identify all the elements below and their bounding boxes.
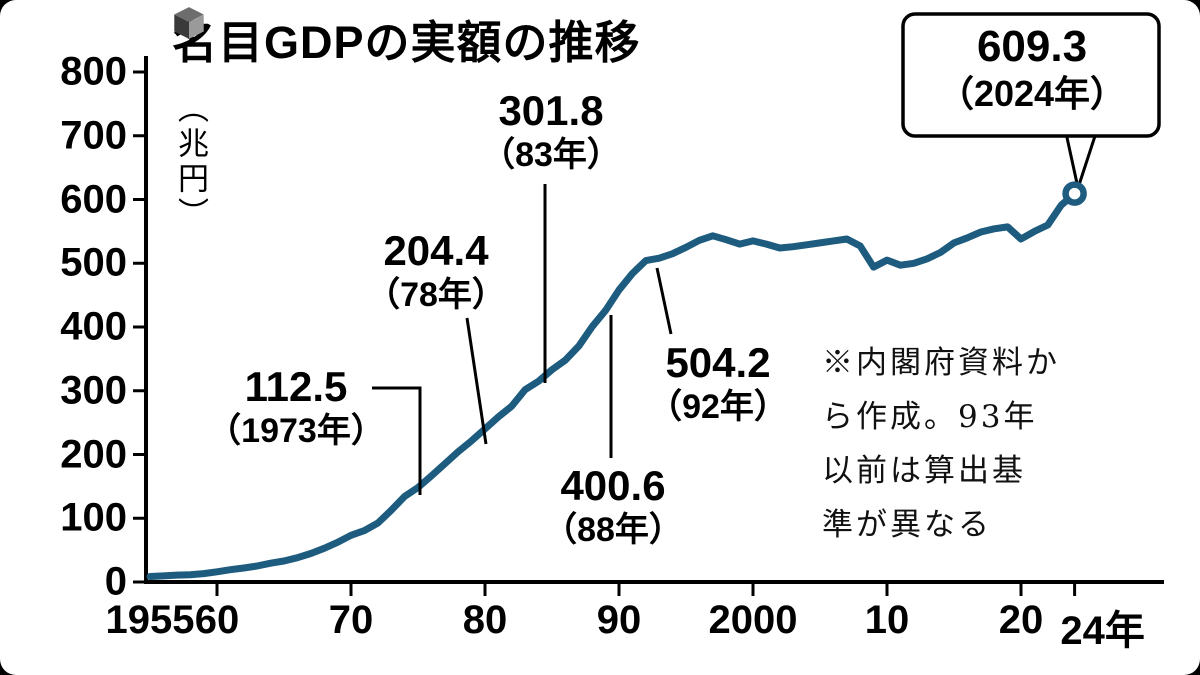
x-tick-label: 10 (864, 598, 910, 642)
cube-icon (174, 7, 204, 39)
y-axis-unit-label: （兆円） (173, 92, 208, 232)
annotation-year: （1973年） (207, 412, 385, 451)
note-line: ら作成。93年 (822, 399, 1038, 435)
callout-2024: 609.3 （2024年） (938, 22, 1126, 114)
annotation-1973: 112.5 （1973年） (207, 363, 385, 451)
annotation-value: 301.8 (498, 87, 604, 134)
annotation-1978: 204.4 （78年） (366, 227, 506, 315)
axis-tick-marks (133, 70, 1077, 596)
source-note: ※内閣府資料か ら作成。93年 以前は算出基 準が異なる (822, 336, 1060, 552)
y-tick-label: 100 (60, 495, 127, 540)
callout-year: （2024年） (937, 72, 1127, 114)
x-tick-label: 60 (194, 598, 240, 642)
leader-line-1978 (465, 317, 488, 445)
y-tick-label: 600 (60, 177, 127, 221)
note-line: ※内閣府資料か (822, 345, 1060, 381)
x-tick-label: 90 (596, 598, 642, 642)
annotation-value: 504.2 (665, 339, 771, 386)
leader-line-1992 (655, 267, 673, 335)
latest-point-marker (1062, 181, 1087, 206)
y-tick-label: 700 (60, 113, 127, 158)
annotation-value: 204.4 (383, 227, 489, 274)
x-tick-label: 70 (328, 598, 374, 642)
y-tick-label: 800 (60, 49, 127, 94)
annotation-value: 112.5 (244, 363, 348, 410)
y-tick-label: 400 (60, 304, 127, 349)
chart-title-row: 名目GDPの実額の推移 (172, 6, 641, 71)
annotation-year: （92年） (648, 388, 788, 427)
x-tick-label: 20 (998, 598, 1044, 642)
y-tick-label: 500 (60, 240, 127, 285)
annotation-1992: 504.2 （92年） (648, 339, 788, 427)
leader-line-1973 (372, 386, 422, 495)
annotation-year: （78年） (366, 276, 506, 315)
callout-value: 609.3 (976, 22, 1088, 71)
annotation-value: 400.6 (560, 462, 666, 509)
y-tick-label: 0 (104, 559, 127, 604)
page-title: 名目GDPの実額の推移 (172, 17, 641, 68)
annotation-1983: 301.8 （83年） (481, 87, 621, 175)
x-tick-label: 2000 (708, 598, 798, 642)
callout-tail (1064, 131, 1099, 194)
x-tick-label: 80 (462, 598, 508, 642)
callout-box (901, 12, 1161, 138)
annotation-1988: 400.6 （88年） (543, 462, 683, 550)
annotation-year: （83年） (481, 136, 621, 175)
x-tick-label: 24年 (1060, 609, 1145, 653)
x-tick-label: 1955 (105, 598, 195, 642)
gdp-line-series (146, 190, 1079, 580)
note-line: 準が異なる (822, 507, 992, 543)
annotation-year: （88年） (543, 511, 683, 550)
y-tick-label: 200 (60, 432, 127, 476)
note-line: 以前は算出基 (822, 453, 1026, 489)
y-tick-label: 300 (60, 368, 127, 413)
